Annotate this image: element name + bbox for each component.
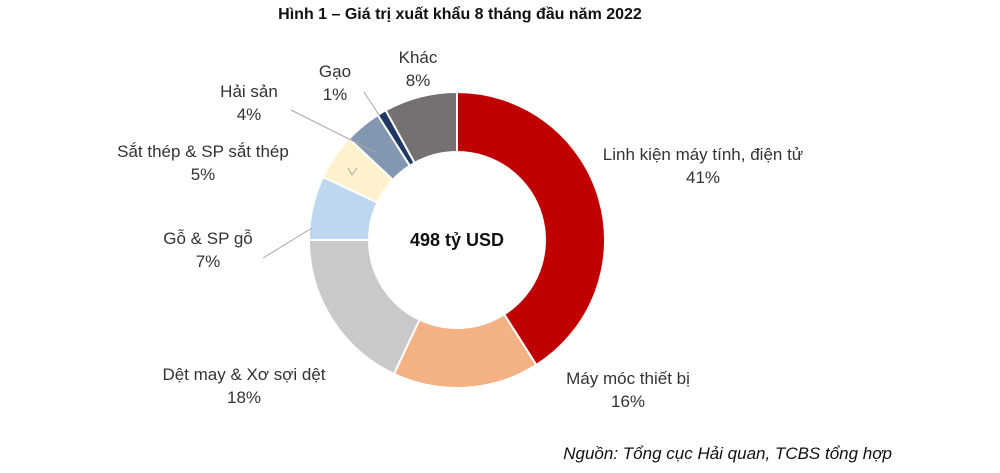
slice-value-hai-san: 4% [237,105,262,124]
leader-line-gao [363,91,380,116]
slice-value-may-moc-thiet-bi: 16% [611,392,645,411]
slice-khac [384,90,458,165]
slice-name-linh-kien-may-tinh-dien-tu: Linh kiện máy tính, điện tử [603,145,803,164]
slice-value-sat-thep-sp-sat-thep: 5% [191,165,216,184]
slice-linh-kien-may-tinh-dien-tu [456,90,606,367]
source-note: Nguồn: Tổng cục Hải quan, TCBS tổng hợp [563,444,892,463]
slice-name-go-sp-go: Gỗ & SP gỗ [163,229,252,248]
chart-title: Hình 1 – Giá trị xuất khẩu 8 tháng đầu n… [278,6,642,23]
slice-name-may-moc-thiet-bi: Máy móc thiết bị [566,369,690,388]
slice-value-go-sp-go: 7% [196,252,221,271]
slice-value-gao: 1% [323,85,348,104]
slice-value-khac: 8% [406,71,431,90]
leader-line-hai-san [290,109,376,153]
donut-center-label: 498 tỷ USD [410,230,504,250]
slice-value-linh-kien-may-tinh-dien-tu: 41% [686,168,720,187]
leader-line-sat-thep-sp-sat-thep [347,167,358,176]
slice-value-det-may-xo-soi-det: 18% [227,388,261,407]
slice-det-may-xo-soi-det [307,239,421,376]
slice-name-hai-san: Hải sản [220,82,278,101]
slice-name-khac: Khác [399,48,438,67]
slice-name-sat-thep-sp-sat-thep: Sắt thép & SP sắt thép [117,142,289,161]
slice-name-gao: Gạo [319,62,351,81]
leader-line-go-sp-go [262,227,313,259]
slice-name-det-may-xo-soi-det: Dệt may & Xơ sợi dệt [162,365,325,384]
